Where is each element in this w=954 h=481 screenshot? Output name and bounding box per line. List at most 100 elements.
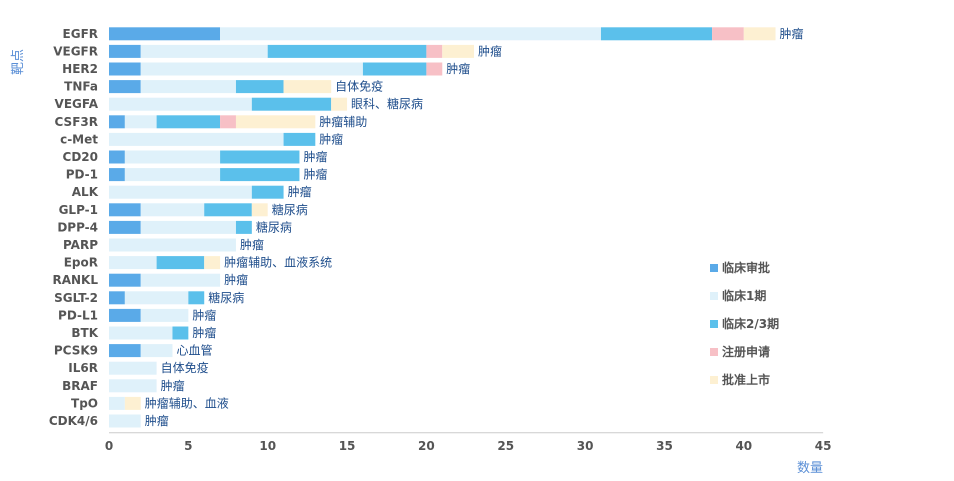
legend-label: 注册申请 — [722, 344, 770, 359]
bar-segment — [109, 150, 125, 164]
y-tick-label: VEGFR — [53, 44, 98, 58]
bar-annotation: 肿瘤 — [319, 131, 343, 146]
bar-segment — [220, 150, 300, 164]
bar-segment — [109, 132, 284, 146]
bar-annotation: 肿瘤 — [303, 149, 327, 164]
bar-segment — [109, 27, 221, 41]
bar-segment — [124, 396, 141, 410]
labels-layer: EGFR 肿瘤 VEGFR 肿瘤 HER2 肿瘤 TNFa 自体免疫 VEGFA 眼科、糖尿病 CS… — [49, 26, 804, 428]
bar-segment — [109, 256, 157, 270]
bar-segment — [235, 80, 284, 94]
bar-annotation: 肿瘤 — [780, 26, 804, 41]
x-tick-label: 5 — [184, 439, 192, 453]
bar-segment — [283, 132, 316, 146]
y-tick-label: PARP — [63, 238, 98, 252]
legend-label: 临床1期 — [722, 288, 766, 303]
x-tick-label: 40 — [735, 439, 752, 453]
y-tick-label: ALK — [72, 185, 99, 199]
bar-annotation: 肿瘤辅助 — [319, 114, 367, 129]
bar-segment — [172, 326, 189, 340]
bar-segment — [140, 344, 173, 358]
legend-label: 批准上市 — [722, 372, 770, 387]
bar-segment — [109, 185, 252, 199]
bar-segment — [109, 115, 125, 129]
bar-segment — [109, 414, 141, 428]
legend-swatch — [710, 376, 718, 384]
bar-segment — [283, 80, 332, 94]
bar-segment — [109, 80, 141, 94]
bar-annotation: 肿瘤 — [192, 307, 216, 322]
bar-segment — [267, 44, 427, 58]
x-tick-label: 25 — [497, 439, 514, 453]
bar-segment — [712, 27, 744, 41]
y-tick-label: BTK — [71, 326, 98, 340]
bar-annotation: 糖尿病 — [208, 290, 244, 305]
x-axis: 0 5 10 15 20 25 30 35 40 45 — [105, 432, 832, 453]
bar-segment — [109, 344, 141, 358]
bar-segment — [140, 44, 268, 58]
bar-segment — [124, 291, 189, 305]
bar-segment — [109, 396, 125, 410]
bar-segment — [140, 220, 236, 234]
bar-segment — [109, 361, 157, 375]
y-tick-label: PCSK9 — [54, 344, 98, 358]
legend-swatch — [710, 320, 718, 328]
legend-swatch — [710, 348, 718, 356]
bar-segment — [109, 220, 141, 234]
bar-segment — [251, 185, 284, 199]
y-tick-label: PD-1 — [66, 168, 98, 182]
y-tick-label: GLP-1 — [59, 203, 98, 217]
bar-segment — [220, 115, 236, 129]
x-axis-title: 数量 — [797, 461, 823, 476]
bar-segment — [140, 203, 205, 217]
bar-segment — [156, 115, 221, 129]
bar-segment — [109, 291, 125, 305]
legend-label: 临床2/3期 — [722, 316, 779, 331]
legend-swatch — [710, 264, 718, 272]
bar-annotation: 肿瘤 — [192, 325, 216, 340]
y-tick-label: BRAF — [62, 379, 98, 393]
y-tick-label: EpoR — [64, 256, 98, 270]
bar-segment — [124, 150, 221, 164]
bar-annotation: 肿瘤辅助、血液 — [145, 395, 229, 410]
y-tick-label: EGFR — [63, 27, 98, 41]
x-tick-label: 20 — [418, 439, 435, 453]
x-tick-label: 35 — [656, 439, 673, 453]
bar-annotation: 肿瘤 — [145, 413, 169, 428]
y-axis-title: 靶点 — [11, 49, 26, 75]
bar-segment — [140, 273, 221, 287]
bar-segment — [109, 326, 173, 340]
y-tick-label: PD-L1 — [58, 308, 98, 322]
bar-segment — [156, 256, 205, 270]
bar-segment — [204, 256, 221, 270]
bar-annotation: 肿瘤 — [446, 61, 470, 76]
bar-segment — [124, 115, 157, 129]
bar-segment — [109, 44, 141, 58]
x-tick-label: 10 — [259, 439, 276, 453]
bar-segment — [220, 27, 601, 41]
y-tick-label: HER2 — [62, 62, 98, 76]
x-tick-label: 45 — [815, 439, 832, 453]
bar-segment — [109, 62, 141, 76]
bar-segment — [109, 97, 252, 111]
bar-segment — [235, 115, 316, 129]
y-tick-label: SGLT-2 — [54, 291, 98, 305]
y-tick-label: IL6R — [68, 361, 98, 375]
bar-annotation: 肿瘤 — [288, 184, 312, 199]
bar-segment — [220, 168, 300, 182]
bar-annotation: 糖尿病 — [272, 202, 308, 217]
y-tick-label: c-Met — [60, 132, 98, 146]
y-tick-label: TNFa — [64, 80, 98, 94]
bar-segment — [743, 27, 776, 41]
y-tick-label: VEGFA — [55, 97, 99, 111]
bar-annotation: 肿瘤 — [161, 378, 185, 393]
legend-label: 临床审批 — [722, 260, 770, 275]
bar-segment — [109, 203, 141, 217]
y-tick-label: CDK4/6 — [49, 414, 98, 428]
y-tick-label: DPP-4 — [57, 220, 98, 234]
y-tick-label: TpO — [71, 396, 98, 410]
bar-segment — [188, 291, 205, 305]
bar-segment — [442, 44, 475, 58]
bar-segment — [109, 379, 157, 393]
